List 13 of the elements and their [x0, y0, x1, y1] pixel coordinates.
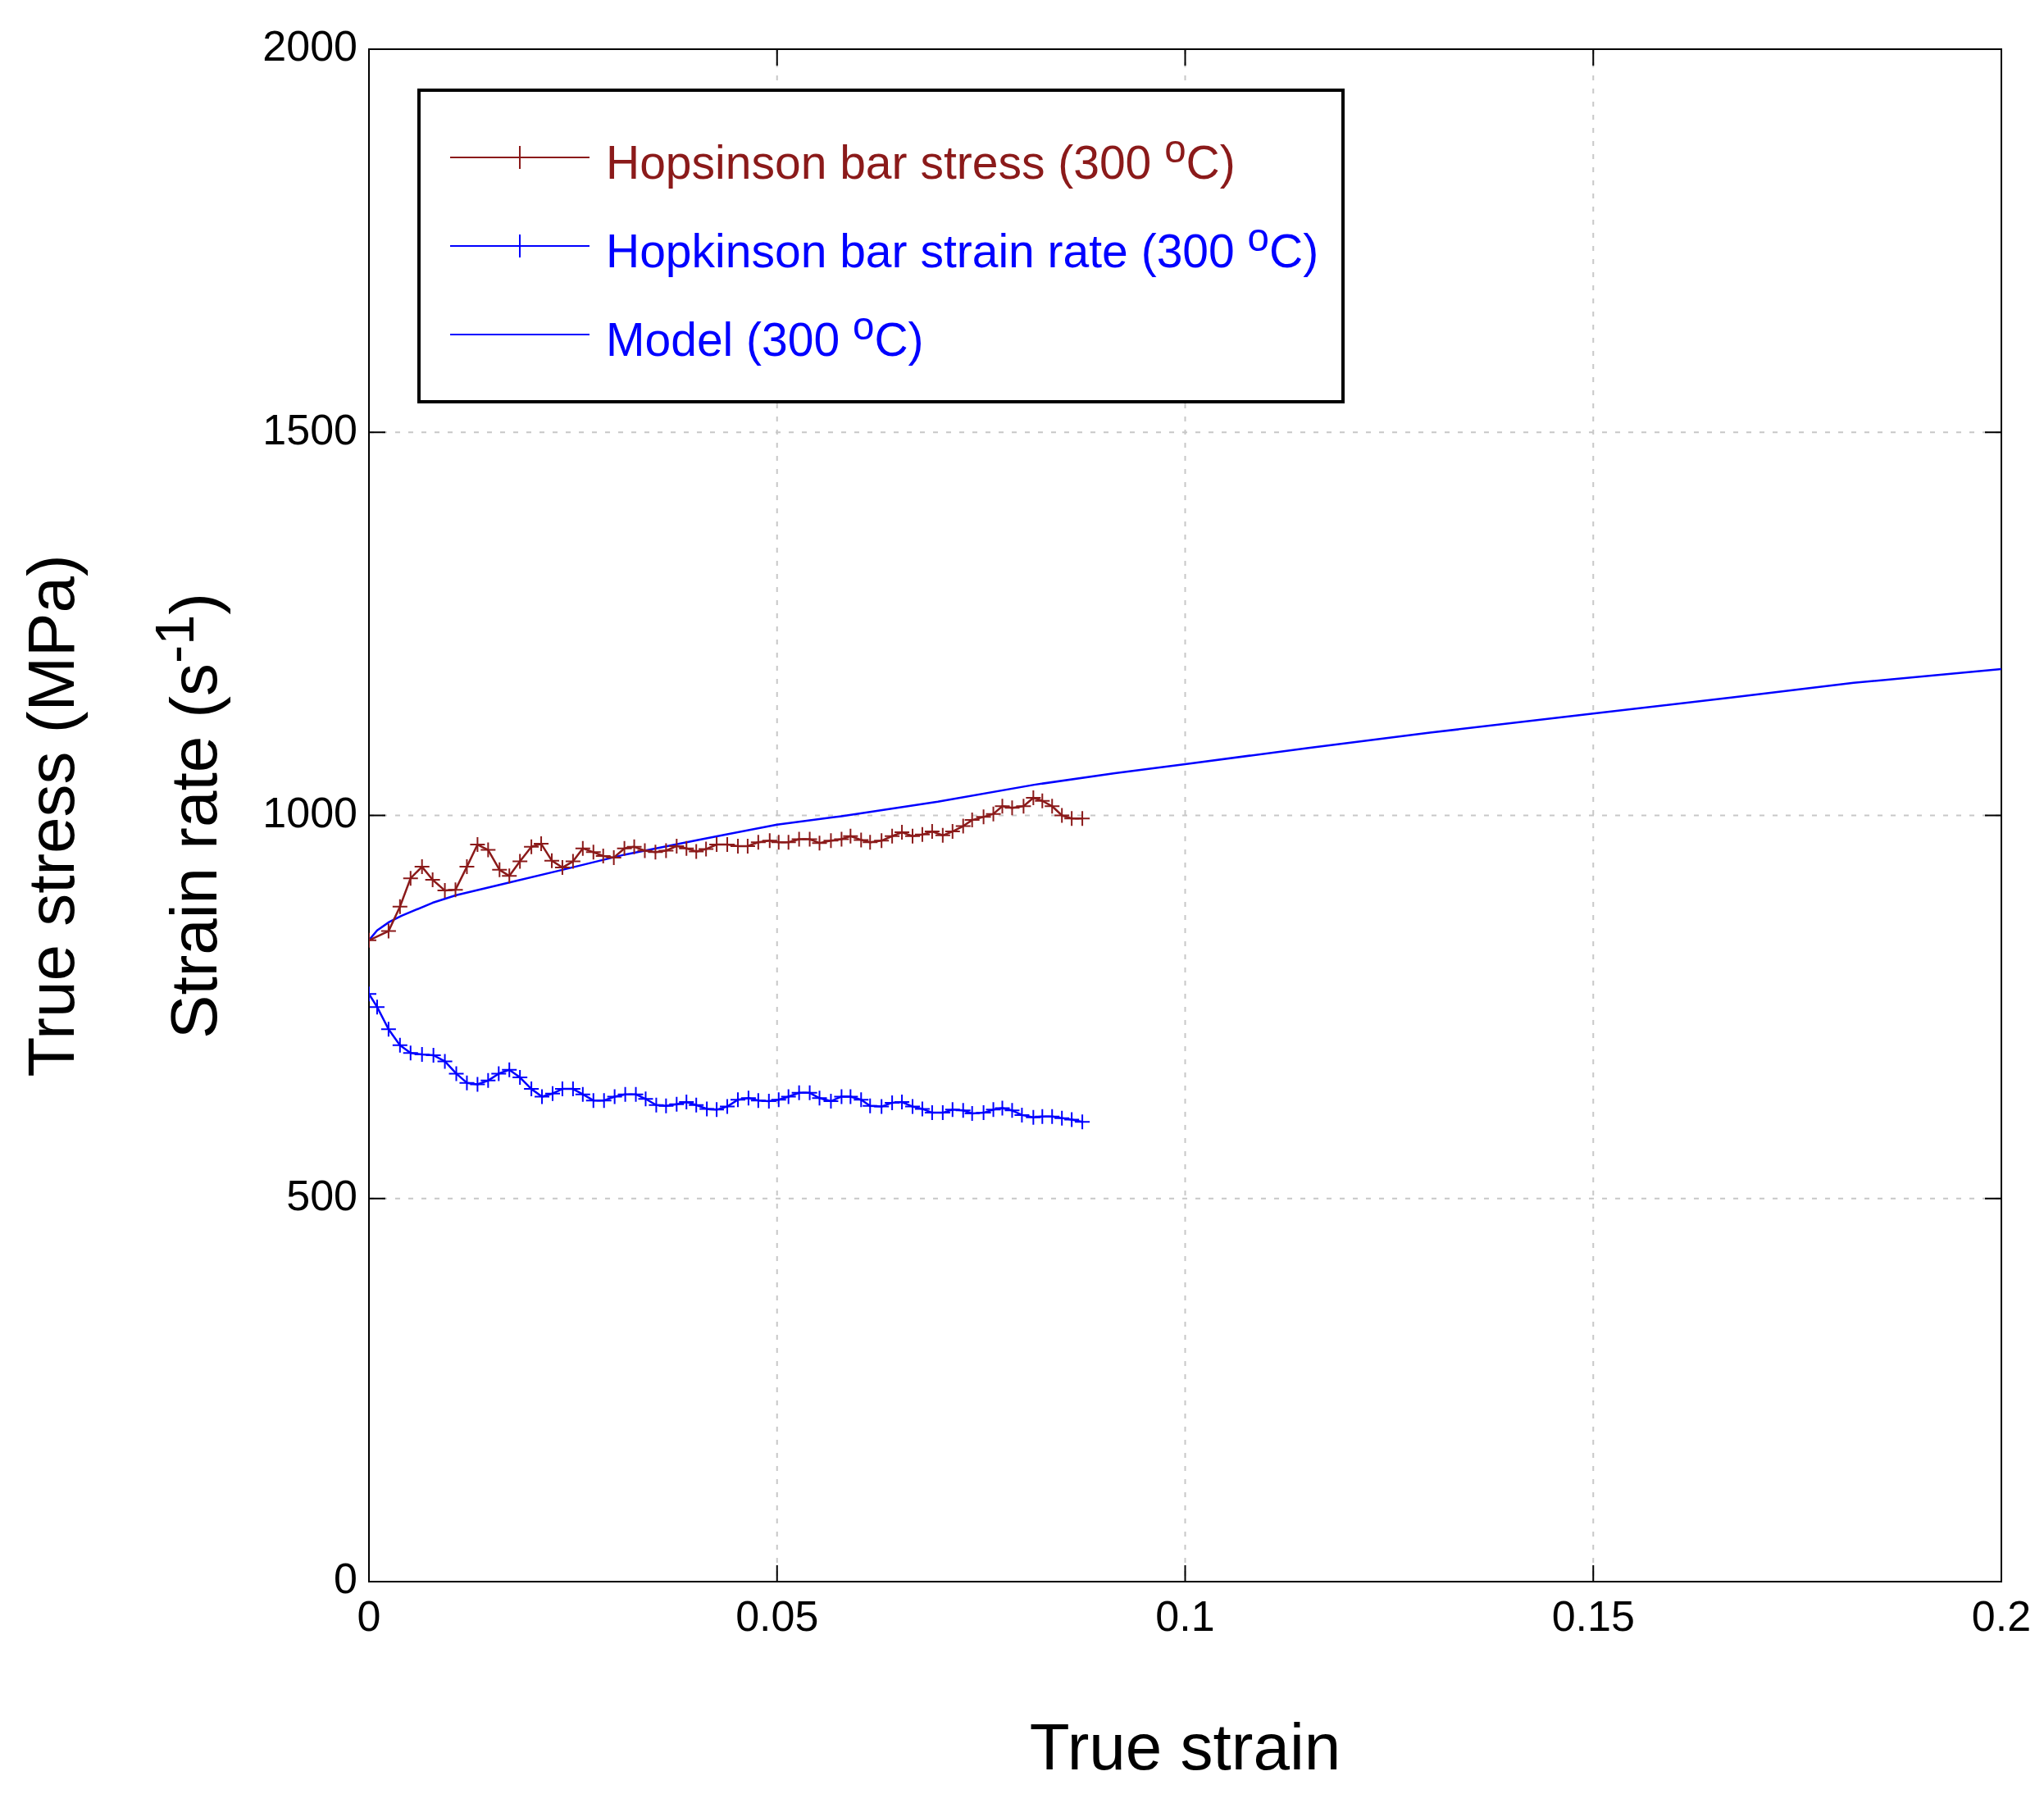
legend-label: Model (300 $^{o}$C): [606, 303, 924, 367]
y-tick-label: 2000: [262, 22, 357, 71]
x-tick-label: 0.1: [1155, 1591, 1215, 1640]
y-tick-label: 1000: [262, 788, 357, 836]
x-tick-label: 0.05: [735, 1591, 819, 1640]
x-axis-title: True strain: [1029, 1710, 1341, 1784]
y-tick-label: 0: [334, 1555, 357, 1603]
legend-label: Hopsinson bar stress (300 $^{o}$C): [606, 125, 1236, 189]
x-tick-label: 0.2: [1971, 1591, 2032, 1640]
legend-label: Hopkinson bar strain rate (300 $^{o}$C): [606, 214, 1319, 278]
y-tick-label: 500: [286, 1172, 357, 1220]
x-tick-label: 0.15: [1551, 1591, 1635, 1640]
y-tick-label: 1500: [262, 405, 357, 453]
